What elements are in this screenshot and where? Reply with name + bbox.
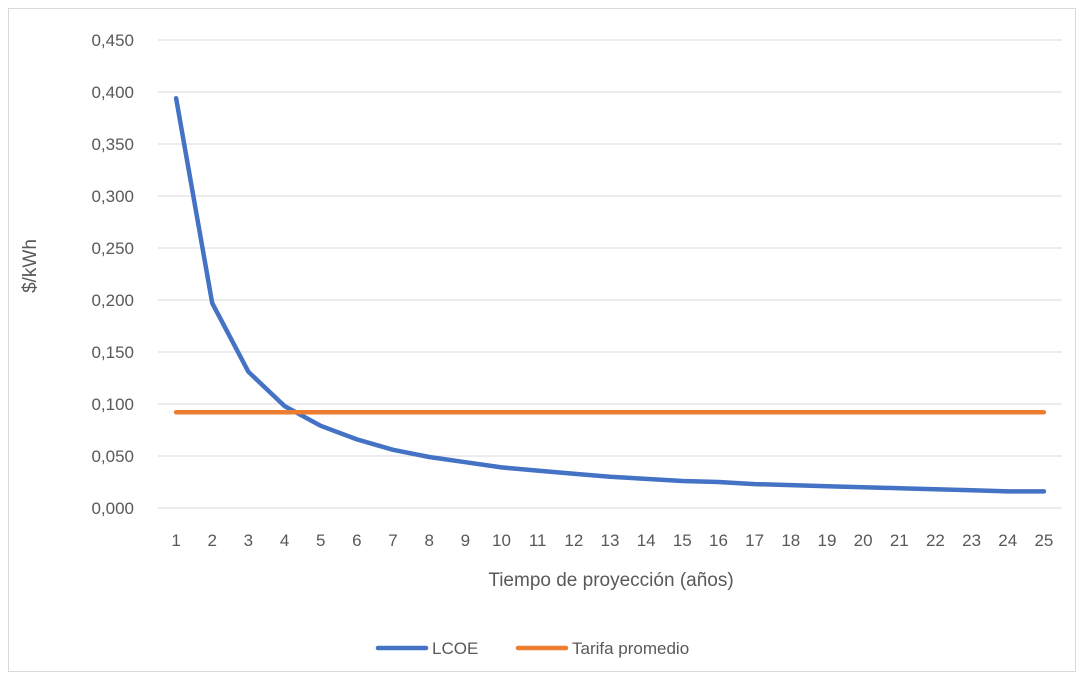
y-tick-label: 0,300 (91, 187, 134, 206)
x-tick-label: 7 (388, 531, 397, 550)
x-tick-label: 18 (781, 531, 800, 550)
legend-label: LCOE (432, 639, 478, 658)
y-tick-label: 0,150 (91, 343, 134, 362)
y-axis-ticks: 0,000 0,050 0,100 0,150 0,200 0,250 0,300 0,350… (91, 31, 134, 518)
x-tick-label: 11 (529, 531, 547, 550)
chart-frame (8, 8, 1076, 672)
x-tick-label: 21 (890, 531, 909, 550)
x-tick-label: 20 (854, 531, 873, 550)
y-tick-label: 0,000 (91, 499, 134, 518)
x-tick-label: 4 (280, 531, 289, 550)
y-tick-label: 0,100 (91, 395, 134, 414)
x-tick-label: 8 (424, 531, 433, 550)
x-tick-label: 15 (673, 531, 692, 550)
x-tick-label: 25 (1034, 531, 1053, 550)
x-tick-label: 17 (745, 531, 764, 550)
x-tick-label: 12 (564, 531, 583, 550)
y-tick-label: 0,250 (91, 239, 134, 258)
x-tick-label: 6 (352, 531, 361, 550)
x-tick-label: 23 (962, 531, 981, 550)
series-lines (173, 95, 1047, 494)
x-axis-title: Tiempo de proyección (años) (488, 570, 733, 591)
x-tick-label: 10 (492, 531, 511, 550)
series-line-lcoe (173, 95, 1047, 494)
legend: LCOE Tarifa promedio (375, 639, 689, 658)
x-tick-label: 2 (208, 531, 217, 550)
x-tick-label: 22 (926, 531, 945, 550)
x-tick-label: 19 (817, 531, 836, 550)
legend-label: Tarifa promedio (572, 639, 689, 658)
x-tick-label: 9 (461, 531, 470, 550)
y-tick-label: 0,350 (91, 135, 134, 154)
x-tick-label: 13 (601, 531, 620, 550)
gridlines (158, 39, 1062, 509)
y-axis-title: $/kWh (20, 239, 41, 293)
x-axis-ticks: 1 2 3 4 5 6 7 8 9 10 11 12 13 14 15 16 17 18 19 20 21 22 23 24 2… (171, 531, 1053, 550)
x-tick-label: 5 (316, 531, 325, 550)
y-tick-label: 0,050 (91, 447, 134, 466)
y-tick-label: 0,450 (91, 31, 134, 50)
x-tick-label: 3 (244, 531, 253, 550)
x-tick-label: 14 (637, 531, 656, 550)
x-tick-label: 1 (171, 531, 180, 550)
y-tick-label: 0,400 (91, 83, 134, 102)
x-tick-label: 24 (998, 531, 1017, 550)
y-tick-label: 0,200 (91, 291, 134, 310)
x-tick-label: 16 (709, 531, 728, 550)
